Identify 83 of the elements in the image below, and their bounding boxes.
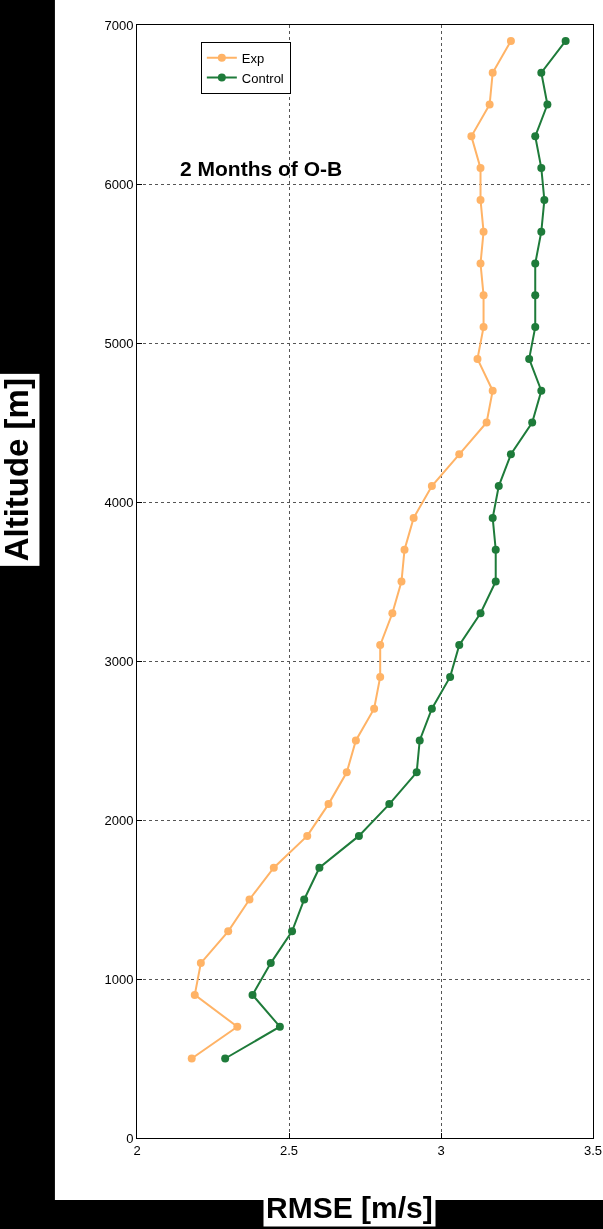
point [315, 863, 324, 872]
point [427, 482, 436, 491]
point [540, 195, 549, 204]
point [388, 609, 397, 618]
legend-label: Exp [241, 50, 265, 66]
y-tick-label: 4000 [104, 494, 134, 510]
point [488, 68, 497, 77]
point [537, 386, 546, 395]
point [479, 227, 488, 236]
y-tick-label: 3000 [104, 653, 134, 669]
point [224, 927, 233, 936]
point [491, 545, 500, 554]
point [196, 959, 205, 968]
x-axis-title: RMSE [m/s] [266, 1191, 433, 1224]
point [266, 959, 275, 968]
point [415, 736, 424, 745]
point [397, 577, 406, 586]
point [488, 513, 497, 522]
point [537, 68, 546, 77]
point [479, 291, 488, 300]
point [275, 1022, 284, 1031]
point [506, 36, 515, 45]
y-tick-label: 2000 [104, 812, 134, 828]
point [531, 259, 540, 268]
text: 2 Months of O-B [180, 157, 343, 180]
point [531, 323, 540, 332]
point [269, 863, 278, 872]
point [476, 195, 485, 204]
point [300, 895, 309, 904]
point [288, 927, 297, 936]
point [376, 672, 385, 681]
point [488, 386, 497, 395]
point [537, 164, 546, 173]
point [467, 132, 476, 141]
point [221, 1054, 230, 1063]
point [455, 641, 464, 650]
y-tick-label: 5000 [104, 335, 134, 351]
point [342, 768, 351, 777]
point [412, 768, 421, 777]
point [248, 990, 257, 999]
point [455, 450, 464, 459]
point [485, 100, 494, 109]
y-tick-label: 1000 [104, 971, 134, 987]
point [543, 100, 552, 109]
point [479, 323, 488, 332]
point [303, 831, 312, 840]
point [400, 545, 409, 554]
point [476, 609, 485, 618]
point [528, 418, 537, 427]
point [385, 800, 394, 809]
y-axis-title: Altitude [m] [0, 378, 35, 562]
point [531, 132, 540, 141]
x-tick-label: 2 [133, 1142, 141, 1158]
point [537, 227, 546, 236]
x-tick-label: 3.5 [583, 1142, 603, 1158]
point [233, 1022, 242, 1031]
point [351, 736, 360, 745]
point [506, 450, 515, 459]
point [531, 291, 540, 300]
x-tick-label: 2.5 [279, 1142, 299, 1158]
point [324, 800, 333, 809]
point [491, 577, 500, 586]
point [354, 831, 363, 840]
point [187, 1054, 196, 1063]
point [525, 354, 534, 363]
point [409, 513, 418, 522]
point [482, 418, 491, 427]
point [190, 990, 199, 999]
point [476, 164, 485, 173]
y-tick-label: 6000 [104, 176, 134, 192]
x-tick-label: 3 [437, 1142, 445, 1158]
y-tick-label: 0 [126, 1130, 134, 1146]
point [376, 641, 385, 650]
point [561, 36, 570, 45]
point [370, 704, 379, 713]
y-tick-label: 7000 [104, 17, 134, 33]
point [494, 482, 503, 491]
point [473, 354, 482, 363]
point [476, 259, 485, 268]
point [245, 895, 254, 904]
point [446, 672, 455, 681]
point [427, 704, 436, 713]
legend-label: Control [241, 70, 284, 86]
